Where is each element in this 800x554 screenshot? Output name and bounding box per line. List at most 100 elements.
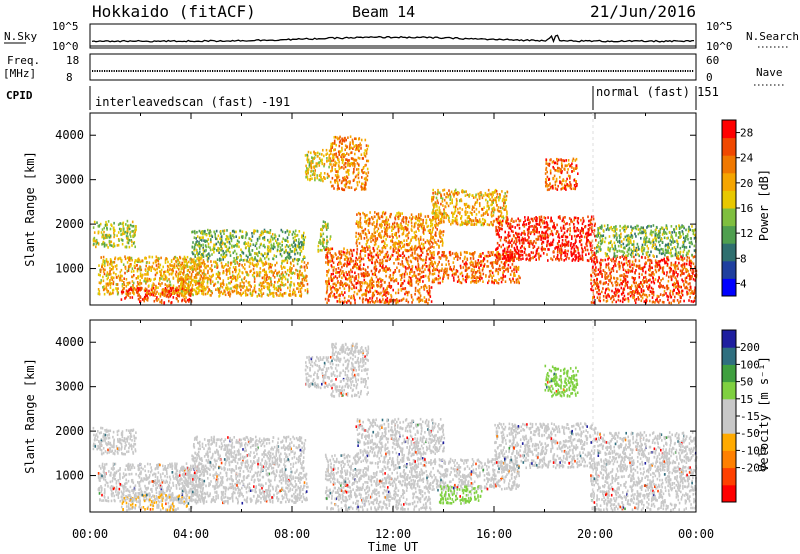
heatmap-cell [406,293,409,297]
heatmap-cell [303,241,305,245]
heatmap-cell [333,141,336,145]
heatmap-cell [363,186,366,190]
heatmap-cell [200,258,202,261]
heatmap-cell [230,261,233,265]
heatmap-cell [358,256,361,259]
heatmap-cell [281,293,284,296]
heatmap-cell [380,300,382,304]
heatmap-cell [432,263,434,266]
heatmap-cell [503,198,506,201]
heatmap-cell [430,261,432,265]
heatmap-cell [132,284,134,287]
heatmap-cell [500,276,502,280]
heatmap-cell [364,269,367,272]
heatmap-cell [375,239,377,242]
heatmap-cell [212,245,215,249]
heatmap-cell [168,290,170,293]
heatmap-cell [325,254,327,257]
heatmap-cell [383,234,386,237]
heatmap-cell [503,270,505,273]
heatmap-cell [498,233,500,237]
heatmap-cell [303,278,306,282]
heatmap-cell [238,240,240,244]
heatmap-cell [466,220,468,224]
heatmap-cell [382,269,385,272]
heatmap-cell [497,267,500,271]
heatmap-cell [410,276,412,280]
heatmap-cell [485,198,487,202]
heatmap-cell [266,275,268,278]
heatmap-cell [336,300,339,303]
heatmap-cell [185,296,187,299]
heatmap-cell [268,282,270,286]
heatmap-cell [227,249,230,252]
heatmap-cell [355,146,358,150]
heatmap-cell [482,223,485,227]
heatmap-cell [450,223,452,226]
heatmap-cell [327,174,330,178]
heatmap-cell [421,275,424,279]
heatmap-cell [289,266,291,269]
heatmap-cell [117,238,120,241]
heatmap-cell [343,163,345,167]
heatmap-cell [253,271,256,275]
heatmap-cell [221,285,224,289]
heatmap-cell [499,255,501,259]
heatmap-cell [129,292,131,295]
heatmap-cell [499,219,501,223]
heatmap-cell [492,251,494,254]
heatmap-cell [371,272,374,276]
heatmap-cell [369,222,371,225]
heatmap-cell [461,190,464,194]
heatmap-cell [330,273,333,276]
heatmap-cell [452,267,455,271]
heatmap-cell [478,261,481,265]
heatmap-cell [354,265,357,268]
heatmap-cell [489,192,491,196]
heatmap-cell [299,288,302,291]
heatmap-cell [165,276,168,280]
heatmap-cell [210,267,212,270]
heatmap-cell [472,261,474,265]
heatmap-cell [201,292,203,295]
heatmap-cell [272,291,275,295]
heatmap-cell [330,275,332,278]
heatmap-cell [375,275,378,279]
heatmap-cell [414,292,416,296]
heatmap-cell [220,253,222,257]
heatmap-cell [252,243,255,246]
heatmap-cell [186,255,189,259]
heatmap-cell [193,245,196,249]
heatmap-cell [226,286,229,289]
heatmap-cell [249,292,252,296]
heatmap-cell [492,199,495,202]
heatmap-cell [233,235,235,239]
heatmap-cell [113,244,116,248]
heatmap-cell [196,292,198,296]
heatmap-cell [490,274,492,278]
heatmap-cell [288,293,291,296]
heatmap-cell [442,230,445,233]
heatmap-cell [283,292,286,295]
heatmap-cell [227,276,230,280]
heatmap-cell [260,291,262,294]
heatmap-cell [452,276,455,279]
heatmap-cell [384,245,387,249]
heatmap-cell [383,290,385,293]
heatmap-cell [398,245,400,249]
heatmap-cell [298,238,300,241]
heatmap-cell [181,292,184,296]
heatmap-cell [123,287,125,290]
heatmap-cell [420,249,422,252]
heatmap-cell [376,260,379,264]
heatmap-cell [226,270,228,274]
heatmap-cell [105,258,108,261]
heatmap-cell [509,258,511,262]
heatmap-cell [328,156,330,159]
heatmap-cell [455,220,458,223]
heatmap-cell [453,273,456,276]
heatmap-cell [394,245,396,249]
heatmap-cell [490,251,492,254]
heatmap-cell [236,245,238,248]
heatmap-cell [403,275,406,279]
